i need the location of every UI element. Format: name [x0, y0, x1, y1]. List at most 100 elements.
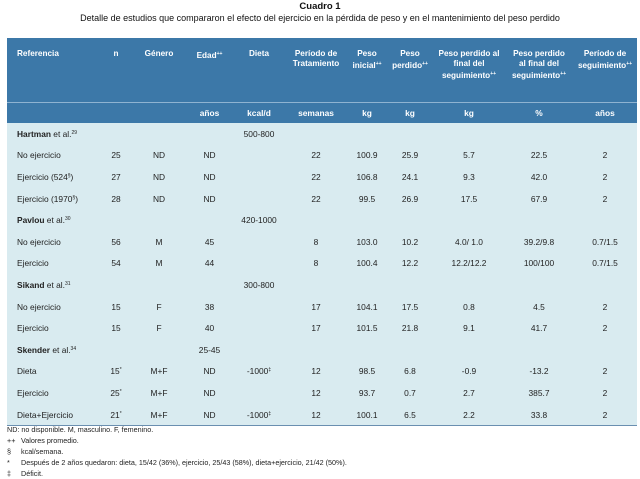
group-cell: [433, 274, 505, 296]
study-author: Skender: [17, 344, 51, 355]
cell-diet: [233, 144, 285, 167]
cell-weight-lost-follow-kg: 9.1: [433, 317, 505, 339]
row-label-text: Ejercicio (524: [17, 171, 68, 182]
table-row: Ejercicio 54 M 44 8 100.4 12.2 12.2/12.2 100/100…: [7, 252, 637, 275]
group-cell: 500-800: [233, 123, 285, 145]
study-group-row: Hartman et al.29 500-800: [7, 123, 637, 145]
row-label-end: ): [75, 193, 78, 204]
cell-n-value: 21: [110, 409, 120, 420]
row-label: No ejercicio: [7, 295, 100, 318]
group-cell: [285, 209, 347, 231]
cell-gender: F: [132, 295, 186, 318]
superscript: §: [72, 194, 76, 201]
column-header-label: n: [113, 49, 119, 58]
cell-diet: [233, 166, 285, 188]
unit-cell: años: [186, 102, 233, 123]
cell-age: 40: [186, 317, 233, 339]
cell-follow-period: 0.7/1.5: [573, 252, 637, 275]
table-caption-subtitle: Detalle de estudios que compararon el ef…: [80, 13, 560, 23]
cell-weight-lost-follow-kg: 4.0/ 1.0: [433, 230, 505, 253]
cell-gender: M+F: [132, 382, 186, 404]
cell-age: ND: [186, 144, 233, 167]
cell-diet: [233, 382, 285, 404]
row-label-text: Ejercicio: [17, 387, 49, 398]
footnotes: ND: no disponible. M, masculino. F, feme…: [7, 424, 633, 479]
cell-weight-lost-follow-pct: 385.7: [505, 382, 573, 404]
table-row: Ejercicio (524§) 27 ND ND 22 106.8 24.1 9.3 42.0…: [7, 166, 637, 188]
units-row: años kcal/d semanas kg kg kg% años: [7, 102, 637, 123]
study-etal: et al.: [50, 128, 72, 139]
column-header-label: Período de seguimiento: [577, 49, 627, 70]
row-label-text: Ejercicio: [17, 323, 49, 334]
column-header: Dieta: [233, 38, 285, 103]
unit-cell: [100, 102, 132, 123]
superscript: ++: [560, 71, 567, 77]
study-reference: Skender et al.34: [7, 338, 100, 361]
cell-initial-weight: 104.1: [347, 295, 387, 318]
cell-initial-weight: 100.1: [347, 403, 387, 427]
cell-initial-weight: 100.9: [347, 144, 387, 167]
group-cell: [573, 274, 637, 296]
cell-weight-lost-follow-kg: 17.5: [433, 187, 505, 210]
cell-follow-period: 0.7/1.5: [573, 230, 637, 253]
cell-weight-lost-follow-pct: 39.2/9.8: [505, 230, 573, 253]
cell-weight-lost-follow-pct: 42.0: [505, 166, 573, 188]
study-reference: Pavlou et al.30: [7, 209, 100, 231]
cell-diet-value: -1000: [246, 366, 269, 377]
cell-diet: -1000‡: [233, 360, 285, 383]
column-header: Peso inicial++: [347, 38, 387, 103]
cell-period: 22: [285, 166, 347, 188]
unit-cell: [132, 102, 186, 123]
superscript: 31: [64, 280, 71, 287]
cell-initial-weight: 99.5: [347, 187, 387, 210]
row-label: No ejercicio: [7, 230, 100, 253]
group-cell: [233, 338, 285, 361]
table-row: Ejercicio (1970§) 28 ND ND 22 99.5 26.9 17.5 67.…: [7, 187, 637, 210]
cell-n-value: 28: [111, 193, 121, 204]
superscript: *: [119, 367, 122, 374]
study-author: Hartman: [17, 128, 51, 139]
column-header-label: Peso perdido al final del seguimiento: [438, 49, 500, 80]
group-cell: [387, 338, 433, 361]
footnote-abbreviations: ND: no disponible. M, masculino. F, feme…: [7, 425, 154, 434]
table-row: Ejercicio 15 F 40 17 101.5 21.8 9.1 41.7 2: [7, 317, 637, 339]
row-label: Dieta+Ejercicio: [7, 403, 100, 427]
cell-follow-period: 2: [573, 166, 637, 188]
cell-weight-lost-follow-kg: 0.8: [433, 295, 505, 318]
footnote-item: * Después de 2 años quedaron: dieta, 15/4…: [7, 457, 633, 468]
study-group-row: Pavlou et al.30 420-1000: [7, 209, 637, 231]
cell-follow-period: 2: [573, 317, 637, 339]
superscript: ‡: [268, 410, 272, 417]
cell-n-value: 56: [111, 236, 121, 247]
cell-period: 8: [285, 252, 347, 275]
cell-initial-weight: 101.5: [347, 317, 387, 339]
row-label: No ejercicio: [7, 144, 100, 167]
cell-n: 15*: [100, 360, 132, 383]
unit-cell: semanas: [285, 102, 347, 123]
row-label: Ejercicio (524§): [7, 166, 100, 188]
group-cell: [347, 209, 387, 231]
superscript: ++: [490, 71, 497, 77]
cell-diet: [233, 187, 285, 210]
row-label-text: Ejercicio (1970: [17, 193, 73, 204]
cell-n-value: 15: [110, 366, 120, 377]
cell-diet: [233, 295, 285, 318]
superscript: 30: [64, 216, 71, 223]
cell-weight-lost-follow-pct: 100/100: [505, 252, 573, 275]
cell-initial-weight: 98.5: [347, 360, 387, 383]
group-cell: [186, 274, 233, 296]
cell-n: 15: [100, 295, 132, 318]
cell-diet: -1000‡: [233, 403, 285, 427]
group-cell: [573, 338, 637, 361]
cell-weight-lost-follow-kg: 9.3: [433, 166, 505, 188]
group-cell: [505, 338, 573, 361]
cell-n-value: 25: [111, 150, 121, 161]
cell-age: ND: [186, 382, 233, 404]
cell-weight-lost-follow-kg: 2.2: [433, 403, 505, 427]
group-cell: [132, 123, 186, 145]
column-header: Referencia: [7, 38, 100, 103]
row-label-text: Dieta: [17, 366, 37, 377]
cell-age: 44: [186, 252, 233, 275]
cell-gender: M: [132, 252, 186, 275]
cell-diet-value: -1000: [246, 409, 269, 420]
